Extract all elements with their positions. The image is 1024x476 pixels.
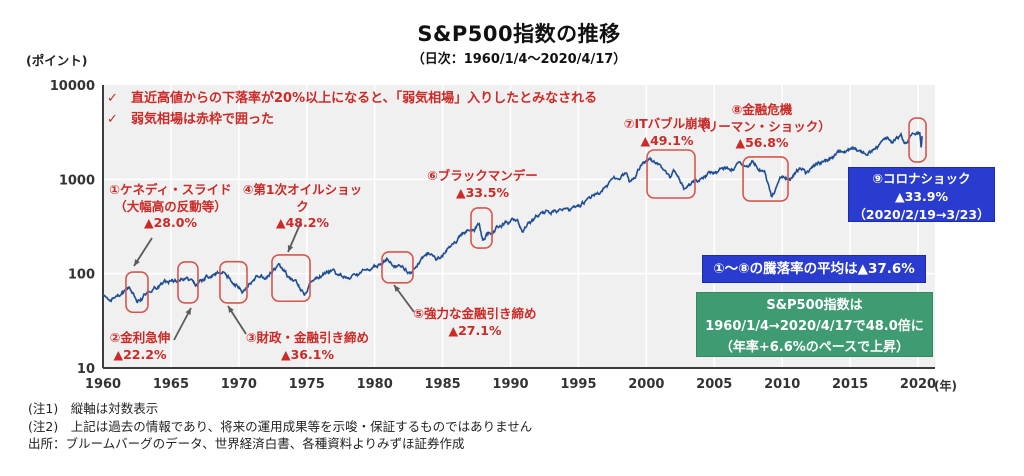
x-tick-label: 1965 [153, 377, 189, 392]
x-tick-label: 1980 [357, 377, 393, 392]
bear-market-box [219, 260, 248, 304]
bear-market-box [381, 251, 414, 284]
x-tick-label: 1960 [85, 377, 121, 392]
source-note: 出所：ブルームバーグのデータ、世界経済白書、各種資料よりみずほ証券作成 [28, 436, 465, 451]
check-icon: ✓ [107, 112, 118, 127]
bear-market-box [177, 261, 199, 304]
x-tick-label: 1995 [560, 377, 596, 392]
y-tick-label: 10 [77, 362, 95, 377]
annotation-arrowhead [134, 259, 140, 266]
long-term-growth-callout: S&P500指数は 1960/1/4→2020/4/17で48.0倍に （年率+… [696, 292, 933, 357]
bear-market-box [646, 149, 696, 199]
page-subtitle: （日次：1960/1/4～2020/4/17） [411, 52, 627, 67]
x-tick-label: 1970 [221, 377, 257, 392]
bear-market-definition-notes: ✓ 直近高値からの下落率が20%以上になると、「弱気相場」入りしたとみなされる ✓… [107, 88, 597, 130]
footnotes: (注1) 縦軸は対数表示 (注2) 上記は過去の情報であり、将来の運用成果等を示… [28, 400, 532, 453]
bear-note-line-1: ✓ 直近高値からの下落率が20%以上になると、「弱気相場」入りしたとみなされる [107, 88, 597, 109]
average-decline-callout: ①～⑧の騰落率の平均は▲37.6% [702, 255, 926, 283]
x-tick-label: 2015 [832, 377, 868, 392]
bear-market-box [908, 117, 927, 163]
bear-note-line-2: ✓ 弱気相場は赤枠で囲った [107, 109, 597, 130]
page-title: S&P500指数の推移 [417, 22, 621, 46]
x-tick-label: 2020 [900, 377, 936, 392]
x-tick-label: 2000 [628, 377, 664, 392]
sp500-price-line [102, 130, 923, 304]
x-tick-label: 1985 [424, 377, 460, 392]
corona-shock-callout: ⑨コロナショック ▲33.9% （2020/2/19→3/23） [848, 167, 995, 222]
y-tick-label: 1000 [59, 173, 95, 188]
x-tick-label: 2010 [764, 377, 800, 392]
y-tick-label: 100 [68, 268, 95, 283]
bear-market-box [470, 207, 493, 249]
x-axis-unit-label: (年) [934, 379, 957, 393]
annotation-arrowhead [394, 285, 401, 292]
x-tick-label: 2005 [696, 377, 732, 392]
x-tick-label: 1975 [289, 377, 325, 392]
check-icon: ✓ [107, 91, 118, 106]
y-axis-unit-label: (ポイント) [26, 53, 88, 68]
y-tick-label: 10000 [50, 79, 95, 94]
annotation-arrowhead [287, 245, 294, 252]
bear-market-box [271, 254, 311, 303]
annotation-arrowhead [185, 308, 191, 315]
bear-market-box [125, 271, 149, 314]
x-tick-label: 1990 [492, 377, 528, 392]
annotation-arrowhead [228, 306, 234, 313]
bear-market-box [742, 156, 789, 202]
footnote-2: (注2) 上記は過去の情報であり、将来の運用成果等を示唆・保証するものではありま… [28, 418, 533, 434]
footnote-1: (注1) 縦軸は対数表示 [28, 401, 159, 416]
